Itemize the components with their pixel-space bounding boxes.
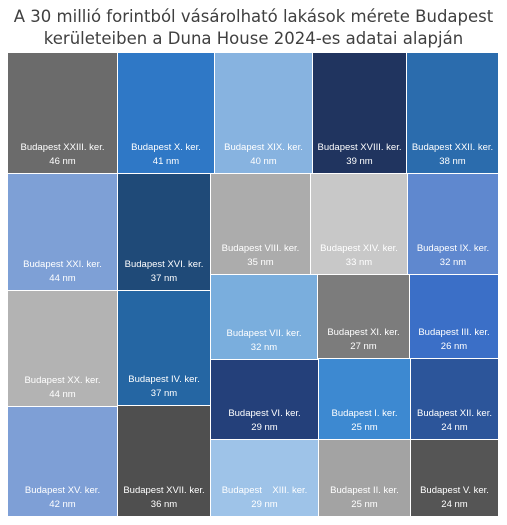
tile-label: Budapest V. ker. 24 nm [411, 484, 498, 512]
treemap-tile-xiv: Budapest XIV. ker. 33 nm [311, 174, 407, 274]
treemap-tile-viii: Budapest VIII. ker. 35 nm [211, 174, 310, 274]
treemap-tile-xxii: Budapest XXII. ker. 38 nm [407, 53, 498, 173]
treemap-tile-xviii: Budapest XVIII. ker. 39 nm [313, 53, 406, 173]
tile-value: 46 nm [49, 156, 76, 167]
tile-value: 36 nm [150, 499, 178, 510]
tile-name: Budapest XVII. ker. [123, 485, 205, 496]
tile-name: Budapest XIX. ker. [224, 142, 303, 153]
tile-name: Budapest XX. ker. [24, 375, 101, 386]
tile-label: Budapest VII. ker. 32 nm [211, 327, 317, 355]
tile-label: Budapest XVIII. ker. 39 nm [313, 141, 406, 169]
tile-name: Budapest XIII. ker. [221, 485, 308, 496]
tile-name: Budapest V. ker. [420, 485, 489, 496]
tile-label: Budapest IV. ker. 37 nm [118, 373, 210, 401]
tile-name: Budapest X. ker. [131, 142, 201, 153]
treemap-tile-xxi: Budapest XXI. ker. 44 nm [8, 174, 117, 290]
tile-name: Budapest VI. ker. [228, 408, 301, 419]
tile-value: 24 nm [441, 422, 468, 433]
tile-label: Budapest XIII. ker. 29 nm [211, 484, 318, 512]
treemap-tile-iv: Budapest IV. ker. 37 nm [118, 291, 210, 405]
tile-label: Budapest XX. ker. 44 nm [8, 374, 117, 402]
treemap-tile-v: Budapest V. ker. 24 nm [411, 440, 498, 516]
tile-label: Budapest IX. ker. 32 nm [408, 242, 498, 270]
tile-name: Budapest XVIII. ker. [317, 142, 402, 153]
tile-label: Budapest XIV. ker. 33 nm [311, 242, 407, 270]
tile-name: Budapest VII. ker. [226, 328, 302, 339]
tile-name: Budapest XXIII. ker. [20, 142, 105, 153]
tile-name: Budapest XI. ker. [327, 327, 400, 338]
tile-label: Budapest III. ker. 26 nm [410, 326, 498, 354]
tile-label: Budapest I. ker. 25 nm [319, 407, 410, 435]
tile-value: 25 nm [351, 422, 378, 433]
tile-name: Budapest XII. ker. [417, 408, 492, 419]
tile-name: Budapest XXI. ker. [23, 259, 102, 270]
tile-name: Budapest III. ker. [418, 327, 490, 338]
tile-label: Budapest XXII. ker. 38 nm [407, 141, 498, 169]
tile-value: 29 nm [251, 499, 278, 510]
tile-name: Budapest I. ker. [331, 408, 398, 419]
treemap-tile-xvii: Budapest XVII. ker. 36 nm [118, 406, 210, 516]
tile-value: 38 nm [439, 156, 466, 167]
tile-value: 32 nm [250, 342, 278, 353]
treemap-tile-xxiii: Budapest XXIII. ker. 46 nm [8, 53, 117, 173]
tile-value: 27 nm [350, 341, 377, 352]
tile-value: 44 nm [49, 389, 76, 400]
tile-label: Budapest VIII. ker. 35 nm [211, 242, 310, 270]
tile-name: Budapest XIV. ker. [320, 243, 398, 254]
treemap-tile-vii: Budapest VII. ker. 32 nm [211, 275, 317, 359]
treemap-tile-iii: Budapest III. ker. 26 nm [410, 275, 498, 358]
tile-value: 39 nm [346, 156, 373, 167]
tile-name: Budapest XV. ker. [24, 485, 101, 496]
tile-value: 29 nm [251, 422, 278, 433]
tile-value: 35 nm [247, 257, 274, 268]
tile-label: Budapest VI. ker. 29 nm [211, 407, 318, 435]
tile-label: Budapest XVII. ker. 36 nm [118, 484, 210, 512]
tile-value: 44 nm [49, 273, 76, 284]
tile-label: Budapest XXIII. ker. 46 nm [8, 141, 117, 169]
chart-title-line-2: kerületeiben a Duna House 2024-es adatai… [43, 29, 464, 48]
treemap-tile-xiii: Budapest XIII. ker. 29 nm [211, 440, 318, 516]
tile-label: Budapest XVI. ker. 37 nm [118, 258, 210, 286]
tile-value: 41 nm [152, 156, 180, 167]
treemap-tile-xi: Budapest XI. ker. 27 nm [318, 275, 409, 358]
tile-value: 32 nm [439, 257, 467, 268]
tile-value: 37 nm [150, 388, 178, 399]
tile-label: Budapest XXI. ker. 44 nm [8, 258, 117, 286]
tile-value: 25 nm [351, 499, 378, 510]
chart-title: A 30 millió forintból vásárolható lakáso… [0, 6, 507, 50]
tile-value: 40 nm [250, 156, 277, 167]
tile-name: Budapest XXII. ker. [411, 142, 494, 153]
tile-value: 24 nm [441, 499, 468, 510]
tile-label: Budapest XV. ker. 42 nm [8, 484, 117, 512]
tile-label: Budapest II. ker. 25 nm [319, 484, 410, 512]
treemap-tile-ii: Budapest II. ker. 25 nm [319, 440, 410, 516]
treemap-tile-i: Budapest I. ker. 25 nm [319, 359, 410, 439]
tile-label: Budapest XIX. ker. 40 nm [215, 141, 312, 169]
tile-label: Budapest XI. ker. 27 nm [318, 326, 409, 354]
tile-name: Budapest IX. ker. [416, 243, 490, 254]
tile-value: 33 nm [345, 257, 373, 268]
treemap-tile-xii: Budapest XII. ker. 24 nm [411, 359, 498, 439]
tile-value: 42 nm [49, 499, 76, 510]
tile-value: 26 nm [440, 341, 468, 352]
treemap-tile-xx: Budapest XX. ker. 44 nm [8, 291, 117, 406]
tile-label: Budapest XII. ker. 24 nm [411, 407, 498, 435]
treemap-tile-ix: Budapest IX. ker. 32 nm [408, 174, 498, 274]
treemap-tile-vi: Budapest VI. ker. 29 nm [211, 360, 318, 439]
tile-label: Budapest X. ker. 41 nm [118, 141, 214, 169]
tile-name: Budapest XVI. ker. [124, 259, 204, 270]
tile-name: Budapest IV. ker. [128, 374, 200, 385]
tile-value: 37 nm [150, 273, 178, 284]
tile-name: Budapest VIII. ker. [221, 243, 300, 254]
tile-name: Budapest II. ker. [330, 485, 399, 496]
treemap-tile-x: Budapest X. ker. 41 nm [118, 53, 214, 173]
treemap-tile-xv: Budapest XV. ker. 42 nm [8, 407, 117, 516]
treemap-tile-xvi: Budapest XVI. ker. 37 nm [118, 174, 210, 290]
chart-title-line-1: A 30 millió forintból vásárolható lakáso… [13, 7, 494, 26]
treemap-tile-xix: Budapest XIX. ker. 40 nm [215, 53, 312, 173]
